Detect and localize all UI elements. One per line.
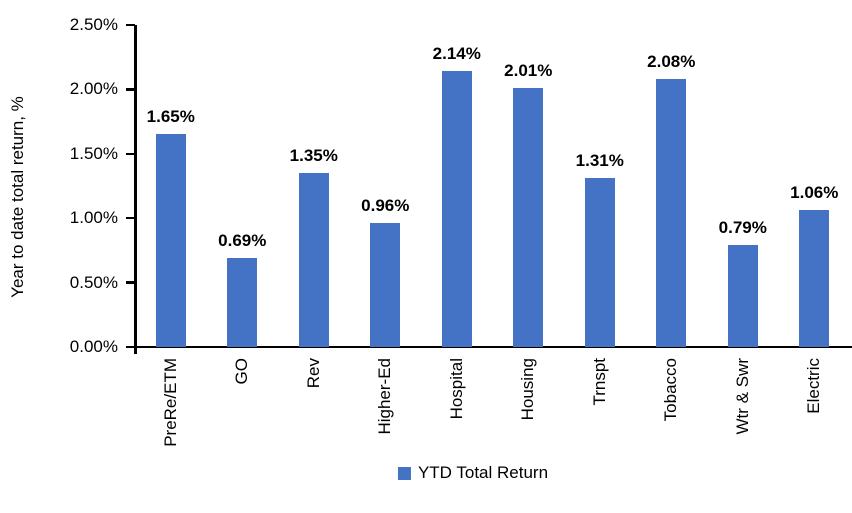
y-tick-label: 1.50% — [69, 143, 118, 163]
y-tick-mark — [126, 345, 135, 349]
y-tick-label: 0.50% — [69, 272, 118, 292]
bar — [799, 210, 830, 347]
y-tick-label: 1.00% — [69, 208, 118, 228]
y-tick-label: 0.00% — [69, 337, 118, 356]
bar — [155, 134, 186, 347]
bar — [370, 223, 401, 347]
legend: YTD Total Return — [397, 463, 549, 483]
bar-value-label: 1.06% — [790, 183, 839, 203]
y-tick-mark — [126, 281, 135, 284]
y-tick-label: 2.00% — [69, 79, 118, 99]
bar — [441, 71, 472, 347]
y-tick-mark — [126, 216, 135, 220]
x-tick-label: Electric — [804, 358, 824, 414]
bar — [584, 178, 615, 347]
y-axis-title: Year to date total return, % — [8, 96, 27, 298]
x-tick-label: GO — [232, 358, 252, 385]
x-tick-label: Hospital — [446, 358, 466, 420]
bar-value-label: 1.31% — [575, 151, 624, 171]
y-axis-line — [134, 25, 137, 354]
bar — [298, 173, 329, 347]
x-tick-label: Tobacco — [661, 358, 681, 422]
legend-label: YTD Total Return — [417, 463, 549, 482]
x-tick-label: Wtr & Swr — [732, 358, 752, 435]
bar-value-label: 2.08% — [647, 52, 696, 72]
y-tick-mark — [126, 88, 135, 91]
bar-value-label: 1.35% — [289, 146, 338, 166]
bar — [227, 258, 258, 347]
y-tick-label: 2.50% — [69, 15, 118, 34]
x-tick-label: Trnspt — [589, 358, 609, 406]
x-axis-line — [134, 345, 852, 348]
bar — [656, 79, 687, 347]
legend-swatch-icon — [397, 466, 411, 480]
x-tick-label: Housing — [518, 358, 538, 421]
bar-value-label: 0.69% — [218, 231, 267, 251]
bar-value-label: 1.65% — [146, 107, 195, 127]
y-tick-mark — [126, 23, 135, 27]
x-tick-label: Higher-Ed — [375, 358, 395, 435]
bar — [513, 88, 544, 347]
x-tick-label: PreRe/ETM — [160, 358, 180, 447]
bar-value-label: 2.14% — [432, 44, 481, 64]
bar-value-label: 0.96% — [361, 196, 410, 216]
bar-value-label: 2.01% — [504, 61, 553, 81]
bar — [727, 245, 758, 347]
y-tick-mark — [126, 152, 135, 156]
bar-value-label: 0.79% — [718, 218, 767, 238]
x-tick-label: Rev — [303, 358, 323, 389]
